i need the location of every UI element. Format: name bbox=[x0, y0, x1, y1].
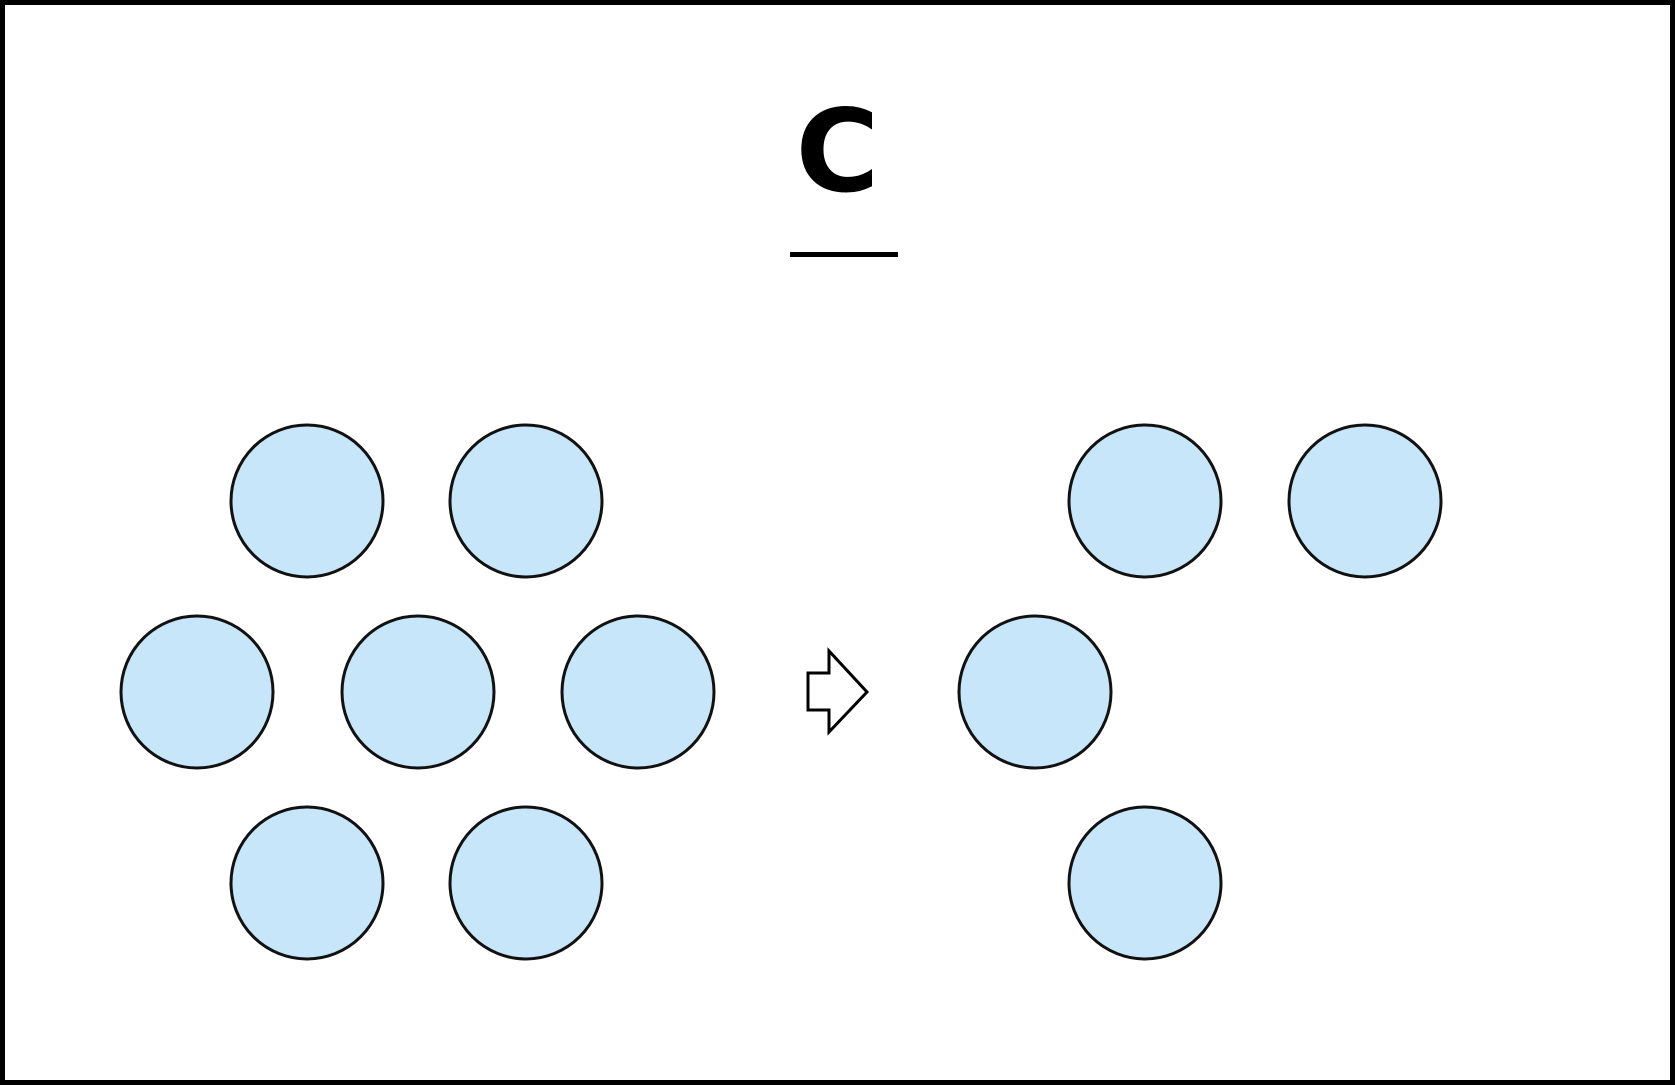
left-circle bbox=[229, 423, 385, 579]
answer-blank-line bbox=[790, 252, 898, 257]
right-arrow-icon bbox=[806, 647, 870, 736]
left-circle bbox=[560, 614, 716, 770]
left-circle bbox=[229, 805, 385, 961]
right-circle bbox=[957, 614, 1113, 770]
left-circle bbox=[448, 805, 604, 961]
right-circle bbox=[1067, 805, 1223, 961]
left-circle-group bbox=[119, 423, 716, 961]
left-circle bbox=[119, 614, 275, 770]
left-circle bbox=[448, 423, 604, 579]
diagram-title: C bbox=[795, 85, 880, 218]
right-circle-group bbox=[957, 423, 1443, 961]
right-circle bbox=[1067, 423, 1223, 579]
right-circle bbox=[1287, 423, 1443, 579]
left-circle bbox=[340, 614, 496, 770]
